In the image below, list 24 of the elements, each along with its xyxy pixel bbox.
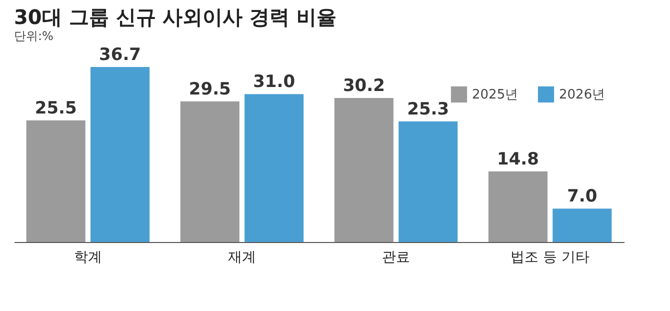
x-tick-label: 법조 등 기타 [510, 250, 590, 266]
data-label: 25.5 [34, 98, 77, 118]
chart-title: 30대 그룹 신규 사외이사 경력 비율 [14, 5, 337, 29]
bar [552, 208, 612, 242]
bar [488, 171, 548, 242]
data-label: 31.0 [253, 72, 296, 92]
bar [180, 101, 240, 242]
legend-label: 2026년 [559, 87, 606, 102]
bar [244, 94, 304, 242]
data-label: 36.7 [99, 45, 142, 65]
data-label: 14.8 [496, 149, 539, 170]
bar [90, 67, 150, 242]
bar [26, 120, 86, 242]
data-label: 30.2 [342, 76, 385, 96]
x-tick-label: 관료 [382, 250, 410, 266]
legend-label: 2025년 [472, 87, 518, 102]
chart-subtitle: 단위:% [14, 29, 54, 43]
data-label: 29.5 [188, 79, 231, 100]
x-tick-label: 재계 [228, 250, 256, 266]
data-label: 7.0 [567, 186, 598, 207]
bar [398, 121, 458, 242]
bar [334, 98, 394, 242]
data-label: 25.3 [407, 99, 450, 120]
x-tick-label: 학계 [74, 250, 102, 266]
